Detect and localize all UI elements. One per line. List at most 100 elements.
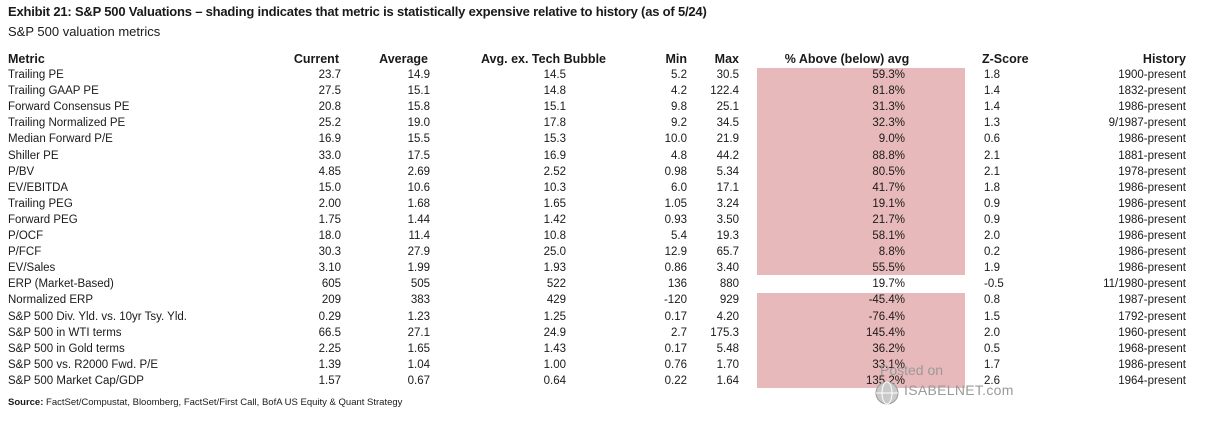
table-row: Forward Consensus PE 20.8 15.8 15.1 9.8 25.1 3… — [0, 99, 1211, 115]
cell-max: 1.64 — [716, 374, 739, 387]
cell-z-score: 0.9 — [984, 213, 1000, 226]
table-row: Shiller PE 33.0 17.5 16.9 4.8 44.2 88.8% 2.1 188… — [0, 148, 1211, 164]
cell-min: 0.17 — [664, 342, 687, 355]
cell-min: 9.2 — [671, 117, 687, 130]
cell-avg-ex-tech-bubble: 17.8 — [543, 117, 566, 130]
cell-max: 3.24 — [716, 197, 739, 210]
cell-min: 9.8 — [671, 101, 687, 114]
table-row: P/OCF 18.0 11.4 10.8 5.4 19.3 58.1% 2.0 1986-pre… — [0, 228, 1211, 244]
cell-metric: EV/Sales — [8, 262, 56, 275]
cell-current: 30.3 — [318, 246, 341, 259]
cell-pct-above-avg: -76.4% — [868, 310, 905, 323]
table-row: S&P 500 in Gold terms 2.25 1.65 1.43 0.17 5.4… — [0, 341, 1211, 357]
cell-history: 9/1987-present — [1108, 117, 1186, 130]
cell-current: 2.00 — [318, 197, 341, 210]
cell-metric: S&P 500 in WTI terms — [8, 326, 122, 339]
cell-pct-above-avg: 21.7% — [872, 213, 905, 226]
cell-min: 5.2 — [671, 69, 687, 81]
cell-min: 0.86 — [664, 262, 687, 275]
cell-z-score: 0.6 — [984, 133, 1000, 146]
cell-history: 1987-present — [1118, 294, 1186, 307]
cell-metric: Trailing PE — [8, 69, 64, 81]
cell-pct-above-avg: 88.8% — [872, 149, 905, 162]
cell-pct-above-avg: 59.3% — [872, 69, 905, 81]
cell-history: 1792-present — [1118, 310, 1186, 323]
cell-min: 0.17 — [664, 310, 687, 323]
cell-average: 383 — [410, 294, 430, 307]
cell-z-score: 1.4 — [984, 85, 1000, 98]
cell-avg-ex-tech-bubble: 1.00 — [543, 358, 566, 371]
cell-max: 3.50 — [716, 213, 739, 226]
table-row: Trailing PEG 2.00 1.68 1.65 1.05 3.24 19.1% 0.9… — [0, 196, 1211, 212]
table-row: Trailing PE 23.7 14.9 14.5 5.2 30.5 59.3% 1.8 19… — [0, 67, 1211, 83]
cell-min: 0.22 — [664, 374, 687, 387]
table-row: EV/EBITDA 15.0 10.6 10.3 6.0 17.1 41.7% 1.8 1986… — [0, 180, 1211, 196]
cell-history: 1968-present — [1118, 342, 1186, 355]
cell-average: 15.5 — [407, 133, 430, 146]
cell-current: 27.5 — [318, 85, 341, 98]
cell-average: 1.44 — [407, 213, 430, 226]
cell-metric: Trailing PEG — [8, 197, 73, 210]
cell-avg-ex-tech-bubble: 10.8 — [543, 230, 566, 242]
cell-pct-above-avg: 8.8% — [878, 246, 905, 259]
cell-average: 10.6 — [407, 181, 430, 194]
cell-current: 209 — [321, 294, 341, 307]
cell-metric: Median Forward P/E — [8, 133, 113, 146]
cell-min: 0.93 — [664, 213, 687, 226]
cell-average: 1.68 — [407, 197, 430, 210]
cell-avg-ex-tech-bubble: 522 — [546, 278, 566, 291]
header-min: Min — [665, 52, 687, 66]
cell-current: 3.10 — [318, 262, 341, 275]
cell-current: 605 — [321, 278, 341, 291]
cell-max: 5.48 — [716, 342, 739, 355]
cell-avg-ex-tech-bubble: 429 — [546, 294, 566, 307]
cell-metric: S&P 500 Div. Yld. vs. 10yr Tsy. Yld. — [8, 310, 187, 323]
cell-avg-ex-tech-bubble: 15.3 — [543, 133, 566, 146]
cell-z-score: 2.0 — [984, 326, 1000, 339]
cell-avg-ex-tech-bubble: 24.9 — [543, 326, 566, 339]
table-row: P/BV 4.85 2.69 2.52 0.98 5.34 80.5% 2.1 1978-pre… — [0, 164, 1211, 180]
source-text: FactSet/Compustat, Bloomberg, FactSet/Fi… — [43, 397, 403, 408]
cell-min: 1.05 — [664, 197, 687, 210]
cell-current: 15.0 — [318, 181, 341, 194]
cell-min: -120 — [663, 294, 687, 307]
cell-z-score: 1.3 — [984, 117, 1000, 130]
cell-current: 1.57 — [318, 374, 341, 387]
source-label: Source: — [8, 397, 44, 408]
cell-history: 1964-present — [1118, 374, 1186, 387]
cell-avg-ex-tech-bubble: 10.3 — [543, 181, 566, 194]
cell-current: 1.39 — [318, 358, 341, 371]
cell-metric: Shiller PE — [8, 149, 59, 162]
cell-current: 0.29 — [318, 310, 341, 323]
cell-pct-above-avg: 81.8% — [872, 85, 905, 98]
cell-pct-above-avg: 36.2% — [872, 342, 905, 355]
header-metric: Metric — [8, 52, 45, 66]
cell-min: 4.8 — [671, 149, 687, 162]
cell-pct-above-avg: 135.2% — [865, 374, 905, 387]
cell-history: 1986-present — [1118, 101, 1186, 114]
cell-max: 44.2 — [716, 149, 739, 162]
cell-z-score: 0.9 — [984, 197, 1000, 210]
cell-metric: ERP (Market-Based) — [8, 278, 114, 291]
cell-z-score: 1.9 — [984, 262, 1000, 275]
cell-min: 5.4 — [671, 230, 687, 242]
cell-metric: S&P 500 vs. R2000 Fwd. P/E — [8, 358, 159, 371]
cell-max: 17.1 — [716, 181, 739, 194]
cell-history: 1900-present — [1118, 69, 1186, 81]
cell-min: 2.7 — [671, 326, 687, 339]
cell-min: 12.9 — [664, 246, 687, 259]
cell-current: 4.85 — [318, 165, 341, 178]
cell-average: 27.9 — [407, 246, 430, 259]
cell-metric: Forward PEG — [8, 213, 78, 226]
cell-pct-above-avg: 19.1% — [872, 197, 905, 210]
cell-history: 1960-present — [1118, 326, 1186, 339]
cell-history: 1986-present — [1118, 133, 1186, 146]
cell-history: 1881-present — [1118, 149, 1186, 162]
table-row: S&P 500 in WTI terms 66.5 27.1 24.9 2.7 175.3… — [0, 325, 1211, 341]
cell-max: 122.4 — [710, 85, 739, 98]
cell-average: 14.9 — [407, 69, 430, 81]
table-row: Trailing Normalized PE 25.2 19.0 17.8 9.2 34.… — [0, 115, 1211, 131]
cell-history: 1832-present — [1118, 85, 1186, 98]
cell-metric: P/OCF — [8, 230, 44, 242]
cell-z-score: 2.1 — [984, 165, 1000, 178]
